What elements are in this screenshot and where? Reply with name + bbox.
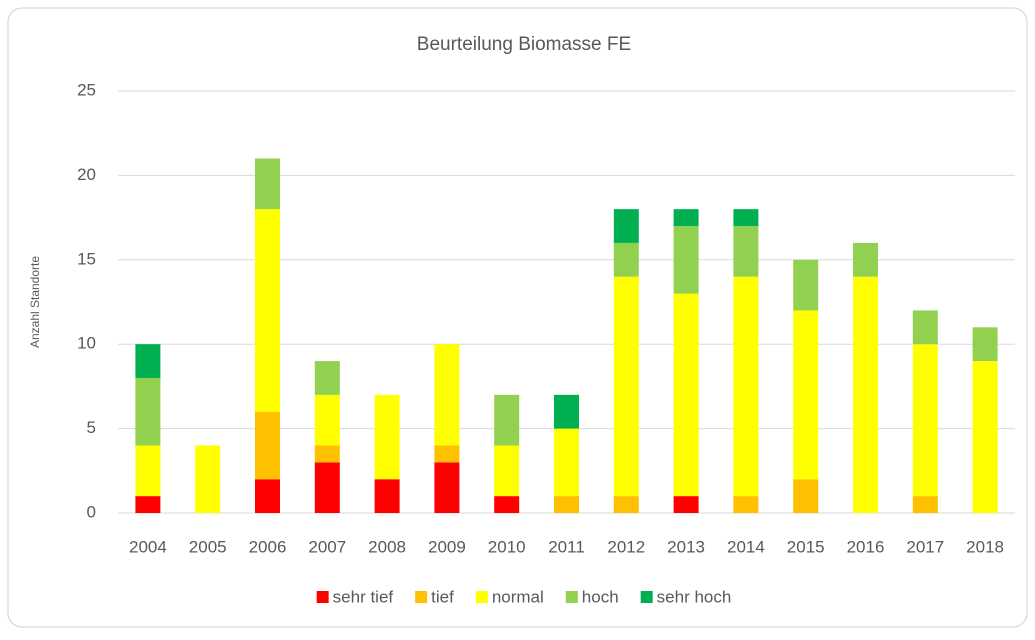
x-tick-label: 2015 [787, 537, 825, 556]
legend-label: sehr hoch [657, 587, 732, 606]
bar-segment [673, 496, 699, 513]
bar-segment [554, 428, 579, 497]
x-tick-label: 2014 [727, 537, 765, 556]
bar-segment [434, 344, 460, 446]
x-tick-label: 2012 [607, 537, 645, 556]
bar-segment [314, 462, 340, 513]
bar-segment [733, 209, 759, 227]
bar-segment [613, 276, 639, 497]
x-tick-label: 2017 [906, 537, 944, 556]
bar-segment [613, 209, 639, 243]
bar-segment [314, 394, 340, 446]
bar-segment [135, 377, 161, 446]
bar-segment [434, 445, 460, 463]
bar-segment [912, 496, 938, 513]
bar-segment [314, 445, 340, 463]
bar-segment [733, 226, 759, 277]
bar-segment [912, 344, 938, 497]
bar-segment [613, 242, 639, 277]
legend-label: normal [492, 587, 544, 606]
legend-swatch [565, 591, 578, 603]
bar-segment [733, 276, 759, 497]
bar-segment [853, 242, 878, 277]
bar-segment [255, 158, 280, 210]
legend-swatch [640, 591, 653, 603]
x-tick-label: 2004 [129, 537, 167, 556]
bar-segment [494, 394, 520, 446]
x-tick-label: 2007 [308, 537, 346, 556]
legend-swatch [316, 591, 329, 603]
y-tick-label: 0 [87, 502, 96, 521]
bar-segment [972, 361, 998, 513]
bar-segment [613, 496, 639, 513]
bar-segment [135, 445, 161, 497]
legend-swatch [475, 591, 488, 603]
x-tick-label: 2008 [368, 537, 406, 556]
bar-segment [374, 479, 400, 513]
y-axis-label: Anzahl Standorte [28, 256, 42, 348]
x-tick-label: 2006 [249, 537, 287, 556]
x-tick-label: 2013 [667, 537, 705, 556]
bar-segment [135, 344, 161, 378]
bar-segment [733, 496, 759, 513]
y-tick-label: 25 [77, 80, 96, 99]
x-tick-label: 2009 [428, 537, 466, 556]
bar-segment [972, 327, 998, 362]
bar-segment [673, 226, 699, 294]
legend-label: tief [431, 587, 454, 606]
bar-segment [255, 411, 280, 480]
bar-segment [554, 496, 579, 513]
bar-segment [793, 479, 819, 513]
chart-title: Beurteilung Biomasse FE [417, 34, 631, 55]
legend-label: hoch [582, 587, 619, 606]
legend-swatch [415, 591, 428, 603]
bar-segment [494, 496, 520, 513]
bar-segment [673, 293, 699, 497]
y-tick-label: 5 [87, 418, 96, 437]
bar-segment [554, 394, 579, 429]
bar-segment [135, 496, 161, 513]
bar-segment [793, 259, 819, 311]
x-tick-label: 2010 [488, 537, 526, 556]
bar-segment [314, 361, 340, 395]
y-tick-label: 20 [77, 165, 96, 184]
bar-segment [255, 209, 280, 412]
bar-segment [434, 462, 460, 513]
bar-segment [374, 394, 400, 480]
x-tick-label: 2016 [847, 537, 885, 556]
legend-label: sehr tief [333, 587, 394, 606]
x-tick-label: 2005 [189, 537, 227, 556]
x-tick-label: 2018 [966, 537, 1004, 556]
bar-segment [494, 445, 520, 497]
bar-segment [255, 479, 280, 513]
y-tick-label: 10 [77, 334, 96, 353]
bar-segment [912, 310, 938, 345]
bar-segment [195, 445, 221, 513]
y-tick-label: 15 [77, 249, 96, 268]
bar-segment [793, 310, 819, 480]
bar-segment [673, 209, 699, 227]
bar-segment [853, 276, 878, 513]
x-tick-label: 2011 [548, 537, 585, 556]
